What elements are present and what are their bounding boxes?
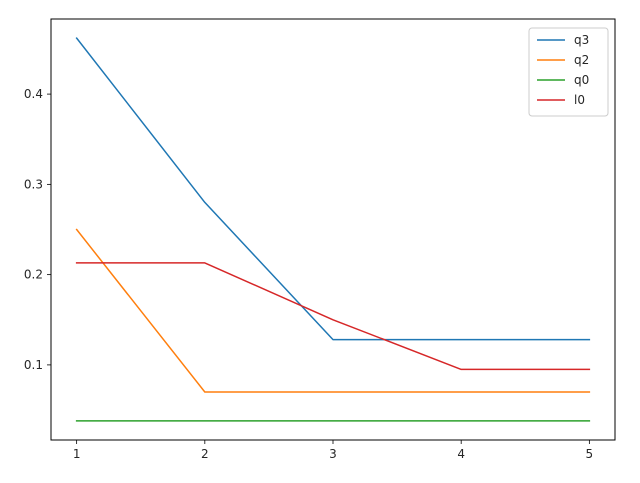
y-tick-label: 0.2 <box>24 268 43 282</box>
x-tick-label: 2 <box>201 447 209 461</box>
legend-frame <box>528 27 609 117</box>
y-tick-label: 0.3 <box>24 177 43 191</box>
series-layer <box>75 37 591 422</box>
x-tick-label: 3 <box>329 447 337 461</box>
legend-label-l0: l0 <box>574 93 585 107</box>
y-tick-label: 0.4 <box>24 87 43 101</box>
series-line-l0 <box>75 262 591 371</box>
series-line-q3 <box>75 37 591 341</box>
legend-label-q0: q0 <box>574 73 589 87</box>
legend-label-q3: q3 <box>574 33 589 47</box>
series-line-q2 <box>75 228 591 393</box>
x-tick-label: 5 <box>586 447 594 461</box>
x-tick-label: 1 <box>73 447 81 461</box>
legend-label-q2: q2 <box>574 53 589 67</box>
legend: q3 q2 q0 l0 <box>528 27 609 117</box>
x-axis: 1 2 3 4 5 <box>73 440 593 461</box>
y-tick-label: 0.1 <box>24 358 43 372</box>
y-axis: 0.1 0.2 0.3 0.4 <box>24 87 51 372</box>
x-tick-label: 4 <box>457 447 465 461</box>
